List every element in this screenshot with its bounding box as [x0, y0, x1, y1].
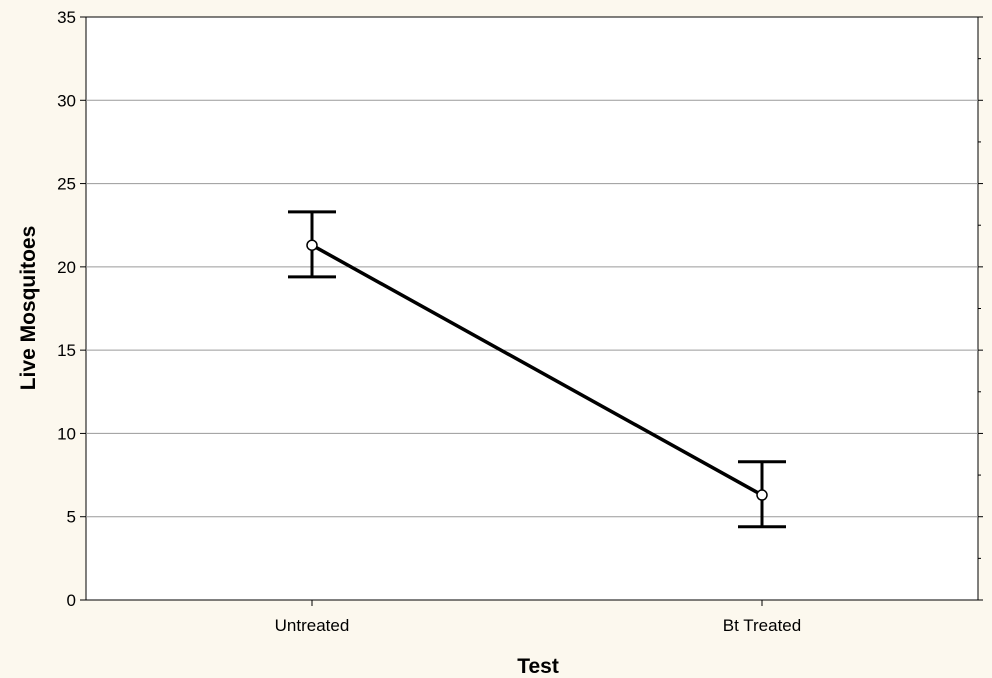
- data-series: [288, 210, 786, 529]
- x-axis-title: Test: [517, 655, 559, 678]
- y-tick-label: 35: [57, 8, 76, 27]
- y-tick-label: 20: [57, 258, 76, 277]
- x-tick-labels: Untreated Bt Treated: [275, 616, 802, 635]
- y-tick-labels: 0 5 10 15 20 25 30 35: [57, 8, 76, 610]
- y-tick-label: 15: [57, 341, 76, 360]
- x-tick-label: Bt Treated: [723, 616, 801, 635]
- grid-lines: [86, 99, 978, 518]
- x-tick-label: Untreated: [275, 616, 350, 635]
- y-tick-label: 5: [67, 508, 76, 527]
- plot-area: [85, 16, 979, 601]
- y-tick-label: 25: [57, 175, 76, 194]
- data-point: [756, 489, 768, 501]
- y-tick-label: 0: [67, 591, 76, 610]
- y-tick-label: 30: [57, 91, 76, 110]
- data-point: [306, 239, 318, 251]
- axis-ticks: [80, 16, 983, 606]
- y-tick-label: 10: [57, 424, 76, 443]
- y-axis-title: Live Mosquitoes: [17, 226, 40, 391]
- series-line: [311, 243, 763, 497]
